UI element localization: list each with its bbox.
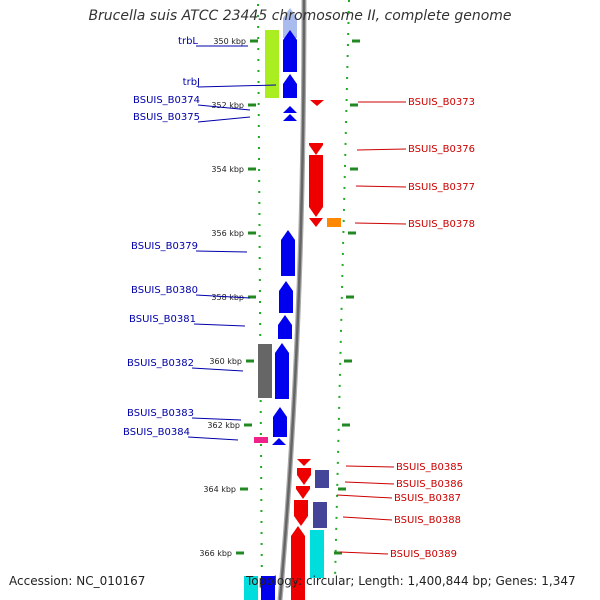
gene-feature-B0376 <box>309 143 323 155</box>
gene-feature-B0383 <box>273 407 287 437</box>
gene-feature-bottom-cyan <box>244 576 258 600</box>
gene-label: BSUIS_B0375 <box>133 112 200 123</box>
tick-label: 352 kbp <box>211 101 244 110</box>
gene-label: BSUIS_B0389 <box>390 549 457 560</box>
gene-feature-trbL-forward <box>283 30 297 72</box>
gene-leader-line <box>336 494 393 499</box>
gene-feature-B0379 <box>281 230 295 276</box>
gene-leader-line <box>356 148 407 151</box>
gene-label: BSUIS_B0376 <box>408 144 475 155</box>
map-title: Brucella suis ATCC 23445 chromosome II, … <box>88 8 512 24</box>
gene-feature-trbL <box>265 30 279 98</box>
gene-leader-line <box>191 367 244 372</box>
gene-feature-B0375 <box>283 114 297 121</box>
gene-feature-top <box>283 8 297 38</box>
gene-leader-line <box>344 481 395 485</box>
gene-feature-B0385 <box>297 459 311 466</box>
gene-feature-trbJ <box>283 74 297 98</box>
gene-label: BSUIS_B0386 <box>396 479 463 490</box>
gene-feature-B0384-box <box>254 437 268 443</box>
gene-feature-B0386-box <box>315 470 329 488</box>
gene-label: BSUIS_B0377 <box>408 182 475 193</box>
gene-label: BSUIS_B0388 <box>394 515 461 526</box>
gene-feature-B0378 <box>309 218 323 227</box>
gene-label: trbJ <box>183 77 200 88</box>
gene-leader-line <box>342 516 393 521</box>
genome-stats-text: Topology: circular; Length: 1,400,844 bp… <box>246 574 576 588</box>
gene-label: BSUIS_B0385 <box>396 462 463 473</box>
gene-leader-line <box>191 417 242 421</box>
gene-leader-line <box>345 465 395 468</box>
gene-feature-B0389 <box>291 526 305 600</box>
gene-leader-line <box>193 323 246 327</box>
gene-label: trbL <box>178 36 198 47</box>
gene-label: BSUIS_B0383 <box>127 408 194 419</box>
gene-feature-bottom-blue <box>261 576 275 600</box>
track-ring-1 <box>257 3 263 600</box>
gene-leader-line <box>195 294 251 299</box>
tick-label: 358 kbp <box>211 293 244 302</box>
backbone-arc <box>278 0 306 600</box>
gene-label: BSUIS_B0373 <box>408 97 475 108</box>
gene-feature-B0380 <box>279 281 293 313</box>
gene-feature-B0373 <box>310 100 324 106</box>
gene-label: BSUIS_B0378 <box>408 219 475 230</box>
tick-label: 350 kbp <box>213 37 246 46</box>
gene-leader-line <box>195 250 248 253</box>
gene-feature-B0386 <box>297 468 311 485</box>
gene-leader-line <box>197 84 277 88</box>
gene-feature-B0377 <box>309 155 323 217</box>
gene-feature-B0388-box <box>313 502 327 528</box>
gene-leader-line <box>339 551 389 555</box>
gene-feature-B0387 <box>296 486 310 499</box>
gene-label: BSUIS_B0379 <box>131 241 198 252</box>
gene-feature-B0378-box <box>327 218 341 227</box>
gene-leader-line <box>187 436 239 441</box>
tick-label: 362 kbp <box>207 421 240 430</box>
gene-feature-B0384 <box>272 438 286 445</box>
gene-leader-line <box>197 116 251 123</box>
gene-feature-B0388 <box>294 500 308 526</box>
gene-label: BSUIS_B0380 <box>131 285 198 296</box>
tick-label: 364 kbp <box>203 485 236 494</box>
gene-leader-line <box>197 104 251 111</box>
tick-label: 360 kbp <box>209 357 242 366</box>
gene-feature-B0382-box <box>258 344 272 398</box>
gene-label: BSUIS_B0374 <box>133 95 200 106</box>
accession-text: Accession: NC_010167 <box>9 574 146 588</box>
gene-label: BSUIS_B0387 <box>394 493 461 504</box>
gene-leader-line <box>355 185 407 188</box>
gene-feature-B0381 <box>278 315 292 339</box>
gene-feature-B0389-box <box>310 530 324 578</box>
gene-feature-B0382 <box>275 343 289 399</box>
gene-feature-B0374 <box>283 106 297 113</box>
gene-leader-line <box>354 222 407 225</box>
tick-label: 366 kbp <box>199 549 232 558</box>
track-ring-2 <box>334 0 350 581</box>
gene-label: BSUIS_B0384 <box>123 427 190 438</box>
tick-label: 354 kbp <box>211 165 244 174</box>
tick-label: 356 kbp <box>211 229 244 238</box>
gene-label: BSUIS_B0382 <box>127 358 194 369</box>
gene-label: BSUIS_B0381 <box>129 314 196 325</box>
